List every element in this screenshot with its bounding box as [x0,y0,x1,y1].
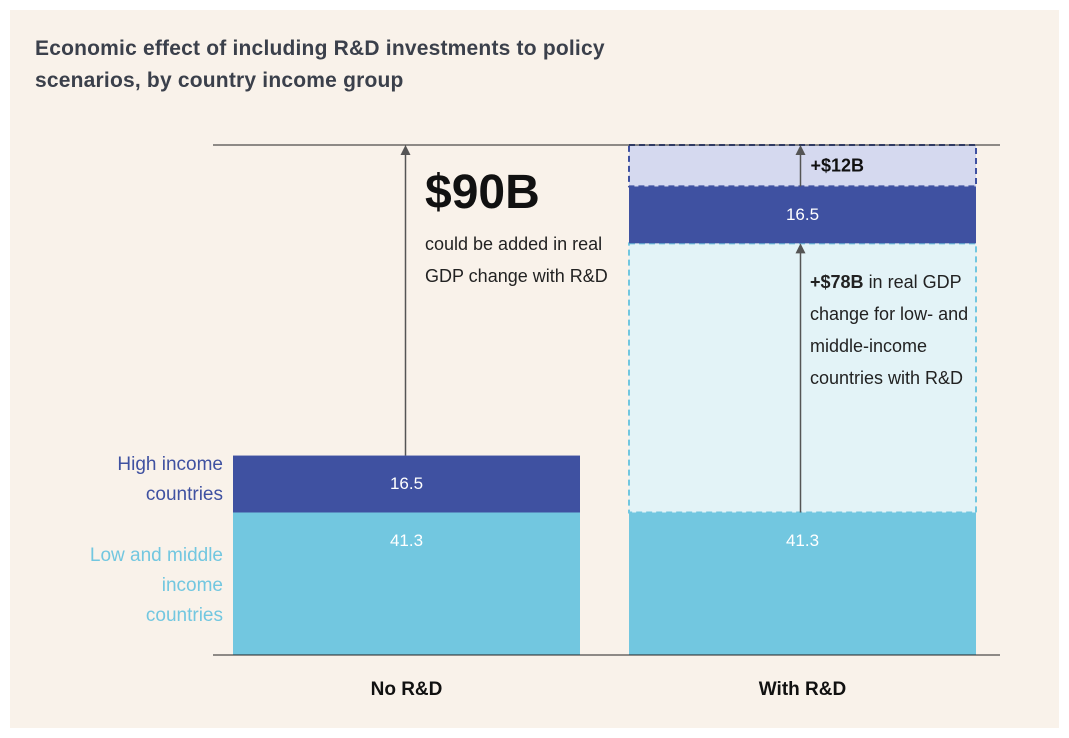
legend-label: High income countries [117,454,223,505]
x-tick-label: With R&D [759,679,846,700]
increment-segment [628,242,977,514]
gap-arrow-head [400,145,411,155]
annotation-text: in real GDP change for low- and middle-i… [810,272,969,388]
annotation: +$78B in real GDP change for low- and mi… [810,266,970,394]
x-tick-label: No R&D [371,679,443,700]
value-label: +$78B [810,272,864,292]
data-label: 16.5 [390,474,423,493]
bar-segment [629,186,976,244]
value-label: +$12B [811,155,865,175]
annotation-text: could be added in real GDP change with R… [425,234,608,286]
data-label: 41.3 [786,531,819,550]
bar-segment [233,512,580,655]
increment-arrow-head [795,243,806,254]
legend-label: Low and middle income countries [89,545,223,626]
annotation-headline: $90B [425,166,540,219]
increment-arrow-head [795,145,806,155]
bar-segment [629,512,976,655]
bar-segment [233,455,580,513]
data-label: 41.3 [390,531,423,550]
data-label: 16.5 [786,205,819,224]
chart-title: Economic effect of including R&D investm… [35,37,605,92]
